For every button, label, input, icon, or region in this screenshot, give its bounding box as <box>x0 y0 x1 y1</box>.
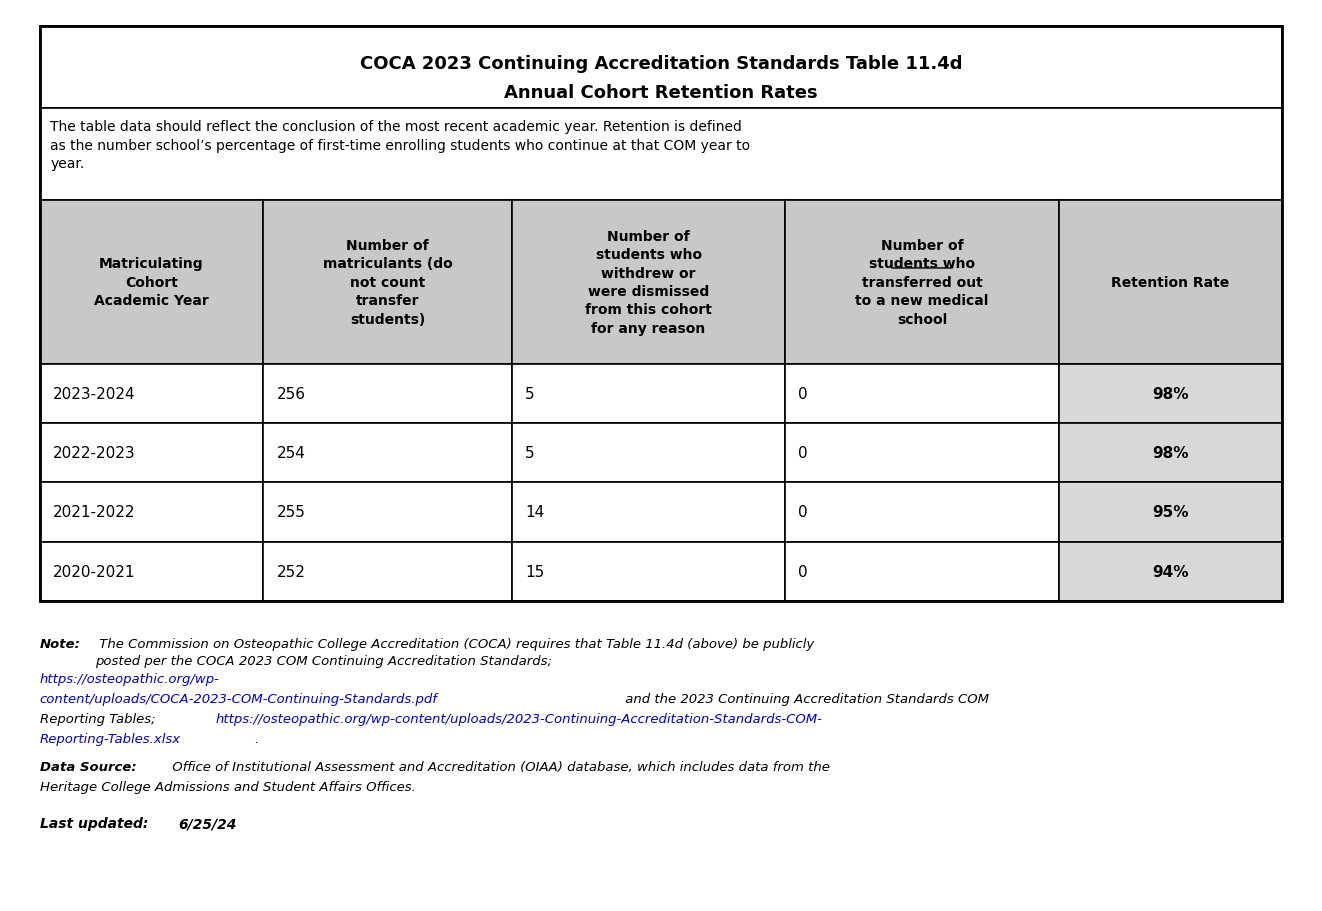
FancyBboxPatch shape <box>263 364 512 424</box>
Text: Number of
matriculants (do
not count
transfer
students): Number of matriculants (do not count tra… <box>323 239 452 326</box>
FancyBboxPatch shape <box>512 200 785 364</box>
Bar <box>512 424 785 483</box>
Text: Data Source:: Data Source: <box>40 760 136 773</box>
Text: 0: 0 <box>798 386 808 402</box>
Text: 2021-2022: 2021-2022 <box>53 505 135 520</box>
Bar <box>512 483 785 542</box>
Bar <box>785 200 1059 364</box>
Bar <box>263 542 512 601</box>
Bar <box>785 483 1059 542</box>
Bar <box>1059 542 1282 601</box>
Text: Matriculating
Cohort
Academic Year: Matriculating Cohort Academic Year <box>94 257 209 308</box>
FancyBboxPatch shape <box>1059 424 1282 483</box>
Text: 14: 14 <box>525 505 545 520</box>
Bar <box>263 200 512 364</box>
Text: content/uploads/COCA-2023-COM-Continuing-Standards.pdf: content/uploads/COCA-2023-COM-Continuing… <box>40 692 438 705</box>
Bar <box>1059 483 1282 542</box>
FancyBboxPatch shape <box>263 200 512 364</box>
Text: 95%: 95% <box>1153 505 1188 520</box>
Text: 94%: 94% <box>1153 564 1188 579</box>
Bar <box>40 424 263 483</box>
Bar <box>40 109 1282 200</box>
Bar <box>40 27 1282 109</box>
FancyBboxPatch shape <box>1059 483 1282 542</box>
Text: and the 2023 Continuing Accreditation Standards COM: and the 2023 Continuing Accreditation St… <box>621 692 989 705</box>
FancyBboxPatch shape <box>40 542 263 601</box>
Text: 2022-2023: 2022-2023 <box>53 445 135 461</box>
FancyBboxPatch shape <box>263 424 512 483</box>
FancyBboxPatch shape <box>512 483 785 542</box>
Bar <box>512 200 785 364</box>
Bar <box>785 542 1059 601</box>
FancyBboxPatch shape <box>263 483 512 542</box>
FancyBboxPatch shape <box>1059 200 1282 364</box>
FancyBboxPatch shape <box>785 542 1059 601</box>
Text: Reporting-Tables.xlsx: Reporting-Tables.xlsx <box>40 732 181 745</box>
FancyBboxPatch shape <box>785 483 1059 542</box>
Bar <box>40 483 263 542</box>
Text: Last updated:: Last updated: <box>40 816 153 830</box>
Text: 256: 256 <box>276 386 305 402</box>
Text: 252: 252 <box>276 564 305 579</box>
Bar <box>1059 364 1282 424</box>
Bar <box>40 27 1282 601</box>
Text: Number of
students who
transferred out
to a new medical
school: Number of students who transferred out t… <box>855 239 989 326</box>
Bar <box>512 542 785 601</box>
Bar <box>263 364 512 424</box>
Bar <box>1059 424 1282 483</box>
Bar <box>1059 200 1282 364</box>
Text: 6/25/24: 6/25/24 <box>178 816 237 830</box>
Text: 5: 5 <box>525 386 534 402</box>
FancyBboxPatch shape <box>785 364 1059 424</box>
Text: Retention Rate: Retention Rate <box>1112 275 1229 290</box>
Text: https://osteopathic.org/wp-content/uploads/2023-Continuing-Accreditation-Standar: https://osteopathic.org/wp-content/uploa… <box>215 712 822 725</box>
Text: Heritage College Admissions and Student Affairs Offices.: Heritage College Admissions and Student … <box>40 780 415 793</box>
FancyBboxPatch shape <box>263 542 512 601</box>
FancyBboxPatch shape <box>1059 364 1282 424</box>
FancyBboxPatch shape <box>512 542 785 601</box>
Text: 2020-2021: 2020-2021 <box>53 564 135 579</box>
Text: 0: 0 <box>798 445 808 461</box>
FancyBboxPatch shape <box>785 424 1059 483</box>
Text: Reporting Tables;: Reporting Tables; <box>40 712 160 725</box>
Bar <box>785 424 1059 483</box>
Bar <box>40 364 263 424</box>
Text: 2023-2024: 2023-2024 <box>53 386 135 402</box>
FancyBboxPatch shape <box>512 424 785 483</box>
Bar <box>263 424 512 483</box>
FancyBboxPatch shape <box>40 483 263 542</box>
FancyBboxPatch shape <box>40 364 263 424</box>
Bar <box>263 483 512 542</box>
Bar <box>785 364 1059 424</box>
Text: 5: 5 <box>525 445 534 461</box>
Text: 255: 255 <box>276 505 305 520</box>
Text: 15: 15 <box>525 564 545 579</box>
FancyBboxPatch shape <box>512 364 785 424</box>
Bar <box>40 542 263 601</box>
Text: Number of
students who
withdrew or
were dismissed
from this cohort
for any reaso: Number of students who withdrew or were … <box>586 230 713 335</box>
FancyBboxPatch shape <box>40 27 1282 109</box>
Text: 254: 254 <box>276 445 305 461</box>
FancyBboxPatch shape <box>1059 542 1282 601</box>
Text: 0: 0 <box>798 505 808 520</box>
Text: The Commission on Osteopathic College Accreditation (COCA) requires that Table 1: The Commission on Osteopathic College Ac… <box>95 638 814 668</box>
Bar <box>512 364 785 424</box>
Text: 98%: 98% <box>1153 386 1188 402</box>
FancyBboxPatch shape <box>40 424 263 483</box>
Bar <box>40 200 263 364</box>
FancyBboxPatch shape <box>40 109 1282 200</box>
FancyBboxPatch shape <box>785 200 1059 364</box>
Text: COCA 2023 Continuing Accreditation Standards Table 11.4d: COCA 2023 Continuing Accreditation Stand… <box>360 56 962 73</box>
Text: Note:: Note: <box>40 638 81 650</box>
Text: The table data should reflect the conclusion of the most recent academic year. R: The table data should reflect the conclu… <box>50 120 751 171</box>
Text: Office of Institutional Assessment and Accreditation (OIAA) database, which incl: Office of Institutional Assessment and A… <box>168 760 830 773</box>
FancyBboxPatch shape <box>40 200 263 364</box>
Text: 0: 0 <box>798 564 808 579</box>
Text: https://osteopathic.org/wp-: https://osteopathic.org/wp- <box>40 672 219 685</box>
Text: Annual Cohort Retention Rates: Annual Cohort Retention Rates <box>504 84 818 102</box>
Text: 98%: 98% <box>1153 445 1188 461</box>
Text: .: . <box>254 732 258 745</box>
